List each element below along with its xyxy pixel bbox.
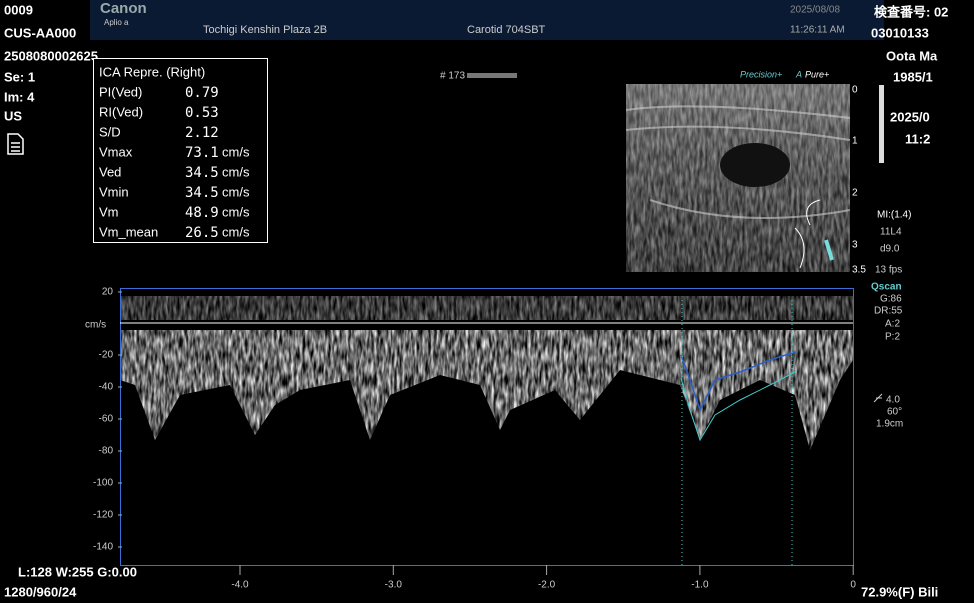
y-tick-label: 20	[102, 287, 114, 298]
depth-mark: 1	[852, 136, 858, 147]
measurement-value: 0.53	[185, 105, 219, 121]
study-date: 2025/0	[890, 109, 930, 124]
depth-setting: d9.0	[880, 244, 900, 255]
y-tick-label: -120	[93, 510, 113, 521]
depth-mark: 0	[852, 85, 858, 96]
x-tick-label: -1.0	[691, 580, 709, 591]
birth-date: 1985/1	[893, 69, 933, 84]
measurement-unit: cm/s	[222, 224, 250, 239]
patient-code: CUS-AA000	[4, 25, 76, 40]
angle-icon	[873, 393, 883, 403]
measurement-value: 0.79	[185, 85, 219, 101]
x-tick-label: -2.0	[538, 580, 556, 591]
measurement-box	[93, 58, 268, 243]
study-id: 0009	[4, 2, 33, 17]
x-tick-label: -4.0	[231, 580, 249, 591]
doppler-signal	[120, 330, 853, 450]
measurement-label: Vm_mean	[99, 224, 158, 239]
measurement-unit: cm/s	[222, 184, 250, 199]
measurement-unit: cm/s	[222, 144, 250, 159]
measurement-value: 34.5	[185, 185, 219, 201]
measurement-label: Vm	[99, 204, 119, 219]
gate-size: 1.9cm	[876, 419, 903, 430]
report-icon	[7, 133, 24, 155]
measurement-label: Ved	[99, 164, 121, 179]
precision: Precision+	[740, 69, 782, 79]
top-bar	[90, 0, 884, 40]
x-tick-label: 0	[850, 580, 856, 591]
series: Se: 1	[4, 69, 35, 84]
angle-gate: 4.0	[886, 395, 900, 406]
measurement-value: 34.5	[185, 165, 219, 181]
tissue-lines	[625, 105, 851, 219]
spectrum: cm/s 20 -20 -40 -60 -80 -100 -120 -140 -4.0 -3.0 -…	[85, 287, 856, 591]
peak-trace	[680, 371, 796, 442]
measurement-label: RI(Ved)	[99, 104, 143, 119]
p-value: P:2	[885, 332, 900, 343]
facility: Tochigi Kenshin Plaza 2B	[203, 24, 327, 36]
measurement-value: 48.9	[185, 205, 219, 221]
sample-gate	[794, 199, 821, 269]
exam-number: 03010133	[871, 25, 929, 40]
measurement-label: PI(Ved)	[99, 84, 142, 99]
date: 2025/08/08	[790, 5, 840, 16]
measurement-value: 26.5	[185, 225, 219, 241]
measurement-title: ICA Repre. (Right)	[99, 64, 205, 79]
modality: US	[4, 108, 22, 123]
y-tick-label: -140	[93, 542, 113, 553]
preset: Carotid 704SBT	[467, 24, 546, 36]
a-value: A:2	[885, 319, 900, 330]
patient-name: Oota Ma	[886, 48, 938, 63]
gray-bar	[879, 85, 884, 163]
y-tick-label: -20	[99, 350, 114, 361]
y-tick-label: -40	[99, 382, 114, 393]
measurement-unit: cm/s	[222, 204, 250, 219]
accession: 2508080002625	[4, 48, 98, 63]
measurement-unit: cm/s	[222, 164, 250, 179]
measurement-value: 73.1	[185, 145, 219, 161]
fps: 13 fps	[875, 265, 902, 276]
depth-mark: 3	[852, 240, 858, 251]
model: Aplio a	[104, 18, 129, 27]
frame-number: # 173	[440, 71, 465, 82]
doppler-cursor	[824, 239, 834, 261]
spectrum-frame	[120, 288, 854, 566]
measurement-label: Vmax	[99, 144, 133, 159]
depth-mark: 2	[852, 188, 858, 199]
measurement-label: S/D	[99, 124, 121, 139]
angle: 60°	[887, 407, 902, 418]
gain: G:86	[880, 294, 902, 305]
image-number: Im: 4	[4, 89, 35, 104]
dynamic-range: DR:55	[874, 306, 903, 317]
resolution: 1280/960/24	[4, 584, 77, 599]
time: 11:26:11 AM	[790, 25, 845, 36]
y-unit: cm/s	[85, 320, 106, 331]
measurement-value: 2.12	[185, 125, 219, 141]
mean-trace	[680, 351, 796, 412]
probe: 11L4	[880, 227, 902, 238]
vessel	[720, 143, 790, 187]
window-level: L:128 W:255 G:0.00	[18, 564, 137, 579]
qscan: Qscan	[871, 282, 902, 293]
pure: Pure+	[805, 69, 829, 79]
brand: Canon	[100, 0, 147, 17]
study-time: 11:2	[905, 131, 930, 146]
measurement-label: Vmin	[99, 184, 129, 199]
y-tick-label: -60	[99, 414, 114, 425]
y-tick-label: -80	[99, 446, 114, 457]
aliasing	[120, 296, 853, 320]
depth-mark: 3.5	[852, 265, 866, 276]
status: 72.9%(F) Bili	[861, 584, 938, 599]
mi: MI:(1.4)	[877, 210, 911, 221]
exam-label: 検査番号: 02	[874, 4, 948, 19]
y-tick-label: -100	[93, 478, 113, 489]
a-mode: A	[795, 69, 802, 79]
x-tick-label: -3.0	[385, 580, 403, 591]
frame-bar	[467, 73, 517, 78]
